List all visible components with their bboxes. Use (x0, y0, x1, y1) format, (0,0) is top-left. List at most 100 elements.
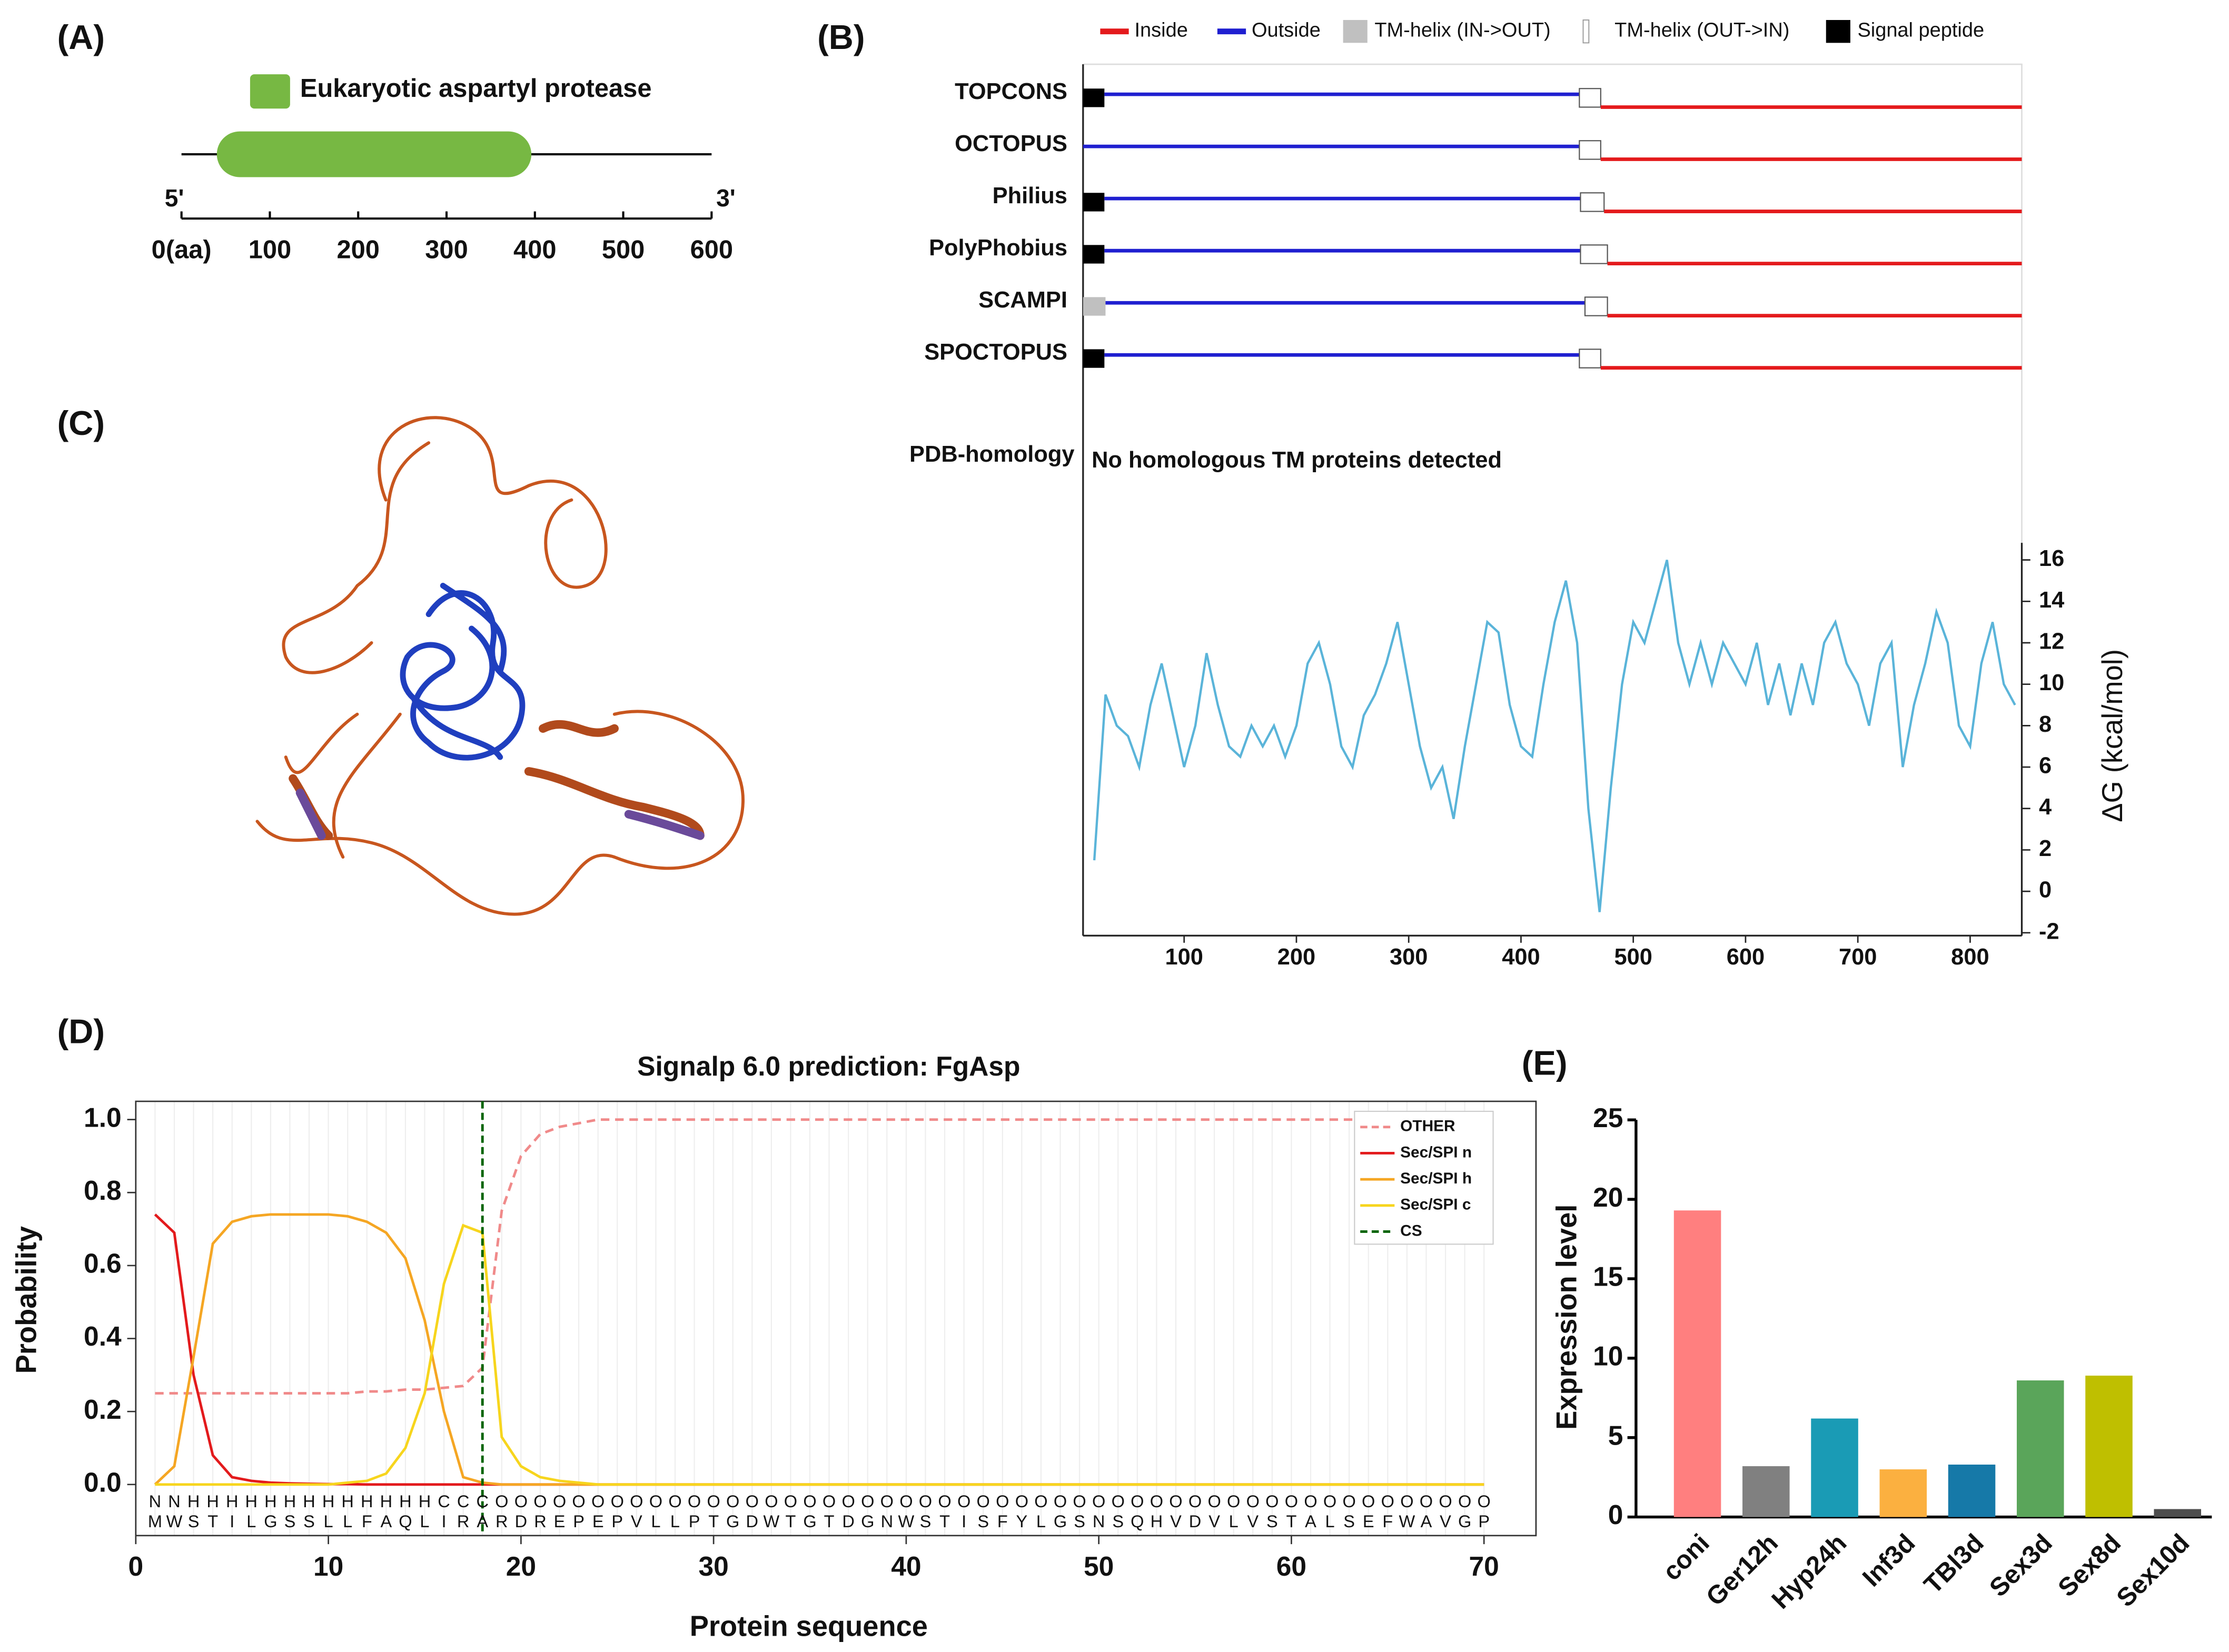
y-axis-label: Probability (11, 1226, 43, 1374)
region-labels: CCC (438, 1492, 489, 1511)
x-tick-label: 100 (249, 235, 291, 264)
x-tick-label: 200 (1277, 944, 1315, 970)
series-line (154, 1213, 1484, 1486)
segment-box (1083, 88, 1105, 107)
legend-swatch (250, 74, 290, 109)
segment-box (1584, 296, 1608, 316)
segment-box (1579, 140, 1601, 160)
legend-box (1582, 19, 1590, 44)
protein-domain (216, 131, 532, 177)
bar (1742, 1466, 1790, 1517)
panel-label: (C) (57, 404, 105, 442)
panel-label: (E) (1522, 1043, 1568, 1082)
track-label: Philius (993, 183, 1067, 208)
region-labels: HHHHHHHHHHHHH (187, 1492, 431, 1511)
legend-label: CS (1400, 1222, 1422, 1239)
y-tick-label: 0.0 (84, 1467, 122, 1497)
legend-label: Signal peptide (1857, 19, 1984, 42)
x-tick-label: Inf3d (1857, 1529, 1921, 1593)
x-tick-label: 0 (128, 1551, 144, 1581)
legend-label: Inside (1134, 19, 1187, 42)
x-tick-label: 200 (336, 235, 379, 264)
x-tick-label: 400 (1502, 944, 1540, 970)
end-label: 3' (716, 184, 736, 212)
legend-label: TM-helix (IN->OUT) (1374, 19, 1550, 42)
delta-g-line (1093, 560, 2016, 912)
y-tick-label: 0 (1608, 1499, 1623, 1530)
y-tick-label: 0.8 (84, 1175, 122, 1206)
y-tick-label: 10 (2039, 670, 2064, 695)
x-tick-label: 60 (1276, 1551, 1306, 1581)
track-label: SCAMPI (978, 287, 1067, 313)
y-tick-label: 0.6 (84, 1248, 122, 1279)
legend-label: Sec/SPI c (1400, 1196, 1471, 1213)
y-tick-label: 6 (2039, 753, 2052, 779)
y-tick-label: 15 (1593, 1261, 1623, 1292)
sequence: MWSTILGSSLLFAQLIRARDREPEPVLLPTGDWTGTDGNW… (148, 1512, 1490, 1531)
legend-label: TM-helix (OUT->IN) (1614, 19, 1789, 42)
segment-box (1083, 297, 1106, 316)
homology-text: No homologous TM proteins detected (1092, 447, 1502, 473)
y-tick-label: 4 (2039, 794, 2052, 820)
y-tick-label: 0.4 (84, 1321, 122, 1351)
core (400, 583, 526, 761)
bar (2154, 1509, 2202, 1517)
protein-structure (255, 416, 745, 916)
segment-box (1083, 245, 1105, 264)
legend-label: Sec/SPI n (1400, 1143, 1472, 1161)
x-tick-label: 50 (1084, 1551, 1114, 1581)
x-tick-label: Sex3d (1984, 1529, 2058, 1603)
segment-box (1580, 244, 1608, 264)
legend-label: Eukaryotic aspartyl protease (300, 74, 652, 103)
x-tick-label: Sex10d (2111, 1529, 2195, 1613)
chart-title: Signalp 6.0 prediction: FgAsp (637, 1051, 1020, 1081)
x-tick-label: 500 (1614, 944, 1652, 970)
y-tick-label: 0 (2039, 878, 2052, 903)
y-tick-label: 10 (1593, 1340, 1623, 1371)
track-label: TOPCONS (955, 79, 1067, 104)
x-tick-label: 30 (698, 1551, 728, 1581)
segment-box (1580, 192, 1605, 212)
coil (255, 416, 745, 916)
panel-label: (A) (57, 18, 105, 56)
track-label: OCTOPUS (955, 131, 1067, 156)
y-tick-label: 0.2 (84, 1394, 122, 1425)
x-tick-label: 40 (891, 1551, 921, 1581)
series-line (155, 1118, 1484, 1395)
y-axis-label: ΔG (kcal/mol) (2097, 649, 2128, 822)
y-tick-label: 14 (2039, 588, 2064, 613)
segment-box (1083, 193, 1105, 212)
y-tick-label: 12 (2039, 629, 2064, 654)
homology-label: PDB-homology (909, 442, 1074, 467)
panel-label: (D) (57, 1012, 105, 1051)
y-tick-label: 8 (2039, 712, 2052, 737)
x-tick-label: 0(aa) (152, 235, 212, 264)
legend-label: Sec/SPI h (1400, 1170, 1472, 1187)
bar (1948, 1465, 1996, 1517)
x-tick-label: 700 (1839, 944, 1877, 970)
x-tick-label: Hyp24h (1766, 1529, 1852, 1615)
plot-frame (1082, 63, 2023, 937)
x-tick-label: 100 (1165, 944, 1203, 970)
region-labels: OOOOOOOOOOOOOOOOOOOOOOOOOOOOOOOOOOOOOOOO… (495, 1492, 1491, 1511)
y-axis-label: Expression level (1551, 1205, 1583, 1430)
x-tick-label: 600 (1727, 944, 1765, 970)
segment-box (1579, 88, 1601, 108)
x-tick-label: 10 (313, 1551, 343, 1581)
region-labels: NN (149, 1492, 181, 1511)
x-axis-label: Protein sequence (690, 1611, 928, 1643)
bar (1811, 1418, 1858, 1517)
x-tick-label: 300 (1390, 944, 1428, 970)
bar (1673, 1210, 1721, 1517)
segment-box (1579, 349, 1601, 369)
legend-label: OTHER (1400, 1118, 1455, 1135)
series-line (154, 1213, 1484, 1486)
legend-label: Outside (1252, 19, 1321, 42)
panel-label: (B) (817, 18, 865, 56)
x-tick-label: 500 (602, 235, 645, 264)
y-tick-label: 25 (1593, 1102, 1623, 1133)
track-label: PolyPhobius (929, 235, 1067, 261)
y-tick-label: 5 (1608, 1420, 1623, 1450)
bar (1879, 1469, 1927, 1517)
y-tick-label: 16 (2039, 546, 2064, 571)
